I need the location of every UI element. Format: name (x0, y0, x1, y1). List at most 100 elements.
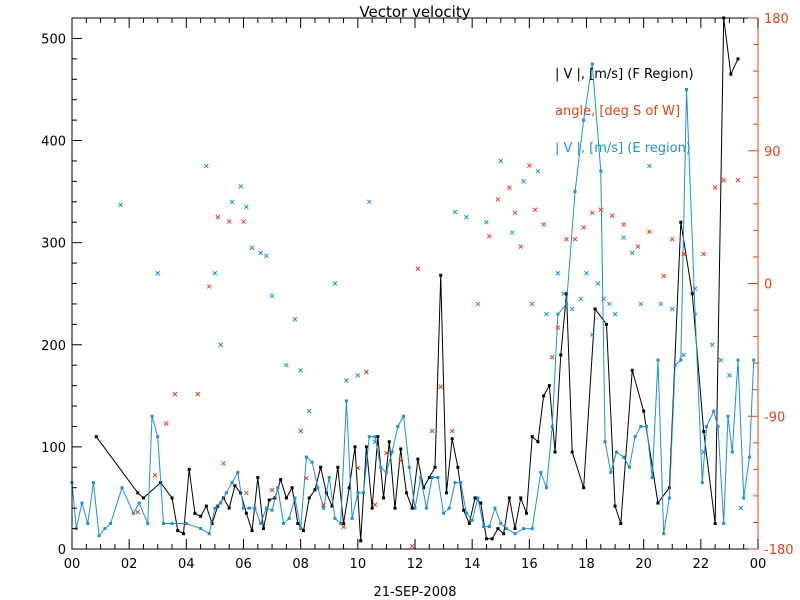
data-marker (449, 428, 455, 434)
data-point (522, 527, 526, 531)
y2-tick-label: -90 (764, 410, 785, 425)
x-tick-label: 00 (750, 557, 767, 572)
data-point (582, 118, 586, 122)
series-2 (135, 163, 741, 549)
data-point (136, 491, 140, 495)
legend: | V |, [m/s] (F Region) angle, [deg S of … (555, 67, 694, 156)
data-point (467, 521, 471, 525)
data-marker (344, 378, 349, 383)
data-point (484, 537, 488, 541)
data-marker (475, 301, 481, 307)
data-point (184, 521, 188, 525)
data-point (156, 435, 160, 439)
x-tick-label: 12 (407, 557, 424, 572)
data-marker (549, 354, 555, 360)
data-point (176, 529, 180, 533)
data-marker (355, 465, 361, 471)
data-point (86, 521, 90, 525)
data-marker (498, 158, 504, 164)
data-marker (366, 199, 372, 205)
data-marker (118, 202, 123, 208)
data-point (236, 470, 240, 474)
data-point (230, 481, 234, 485)
data-point (679, 220, 683, 224)
data-marker (244, 490, 249, 496)
data-point (453, 481, 457, 485)
data-marker (701, 449, 707, 455)
data-point (730, 450, 734, 454)
data-marker (532, 207, 538, 213)
data-point (141, 496, 145, 500)
data-point (359, 539, 363, 543)
data-marker (438, 384, 444, 390)
data-point (570, 450, 574, 454)
x-tick-label: 00 (64, 557, 81, 572)
data-marker (258, 250, 264, 256)
data-point (353, 445, 357, 449)
data-point (422, 486, 426, 490)
data-marker (292, 316, 298, 322)
data-marker (464, 214, 469, 220)
data-point (347, 486, 351, 490)
data-point (507, 496, 511, 500)
data-point (193, 511, 197, 515)
data-point (619, 521, 623, 525)
data-marker (738, 505, 744, 511)
data-point (639, 424, 643, 428)
data-point (339, 521, 343, 525)
data-point (752, 358, 756, 362)
data-marker (241, 219, 246, 224)
data-point (410, 506, 414, 510)
data-point (564, 292, 568, 296)
data-marker (304, 475, 309, 481)
data-marker (589, 332, 595, 337)
data-point (350, 516, 354, 520)
data-point (613, 504, 617, 508)
data-point (94, 435, 98, 439)
data-point (496, 527, 500, 531)
data-point (519, 496, 523, 500)
data-marker (621, 235, 627, 240)
legend-entry: | V |, [m/s] (F Region) (555, 67, 694, 82)
data-marker (727, 373, 732, 378)
data-point (199, 514, 203, 518)
data-point (207, 532, 211, 536)
data-point (642, 409, 646, 413)
y-axis-left: 0 100 200 300 400 500 (41, 32, 82, 558)
data-point (513, 532, 517, 536)
data-marker (569, 306, 575, 312)
data-marker (609, 213, 615, 219)
data-point (170, 496, 174, 500)
data-marker (321, 502, 326, 508)
y2-tick-label: -180 (764, 543, 794, 558)
data-point (342, 521, 346, 525)
data-marker (647, 163, 652, 169)
data-marker (601, 296, 607, 302)
data-point (662, 532, 666, 536)
data-point (553, 450, 557, 454)
data-point (700, 481, 704, 485)
data-marker (598, 207, 604, 213)
data-point (137, 501, 141, 505)
data-marker (709, 342, 715, 348)
data-point (313, 488, 317, 492)
data-point (650, 476, 654, 480)
data-point (462, 508, 466, 512)
data-marker (512, 210, 518, 216)
y-tick-label: 400 (41, 135, 66, 150)
data-marker (658, 301, 664, 307)
data-marker (203, 163, 209, 169)
data-point (615, 450, 619, 454)
data-point (499, 521, 503, 525)
data-point (364, 445, 368, 449)
data-point (396, 424, 400, 428)
legend-entry: | V |, [m/s] (E region) (555, 141, 691, 156)
data-point (150, 414, 154, 418)
data-point (633, 435, 637, 439)
data-marker (206, 284, 212, 289)
data-point (276, 486, 280, 490)
data-point (370, 506, 374, 510)
data-point (80, 501, 84, 505)
data-marker (544, 311, 549, 317)
